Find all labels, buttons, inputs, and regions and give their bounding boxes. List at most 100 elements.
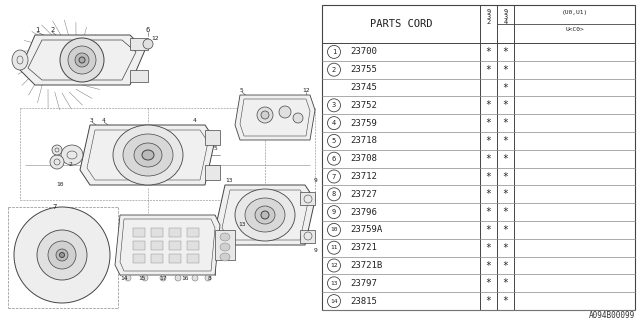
Text: *: * <box>502 47 508 57</box>
Text: *: * <box>502 207 508 217</box>
Text: 16: 16 <box>181 276 189 281</box>
Ellipse shape <box>235 189 295 241</box>
Text: 3: 3 <box>504 14 508 20</box>
Ellipse shape <box>205 275 211 281</box>
Text: 17: 17 <box>159 276 167 281</box>
Ellipse shape <box>56 249 68 261</box>
Ellipse shape <box>134 143 162 167</box>
Text: 2: 2 <box>332 67 336 73</box>
Text: 5: 5 <box>213 146 217 150</box>
Text: 12: 12 <box>151 36 159 41</box>
Ellipse shape <box>125 275 131 281</box>
Text: *: * <box>486 118 492 128</box>
Ellipse shape <box>48 241 76 269</box>
Bar <box>169 254 181 263</box>
Text: 6: 6 <box>146 27 150 33</box>
Circle shape <box>328 116 340 130</box>
Text: 23752: 23752 <box>350 101 377 110</box>
Text: 5: 5 <box>240 87 244 92</box>
Text: 23727: 23727 <box>350 190 377 199</box>
Text: *: * <box>502 154 508 164</box>
Ellipse shape <box>68 46 96 74</box>
Text: 8: 8 <box>208 276 212 281</box>
Text: *: * <box>486 189 492 199</box>
Text: 10: 10 <box>56 182 64 188</box>
Text: 13: 13 <box>225 178 232 182</box>
Text: 12: 12 <box>330 263 338 268</box>
Ellipse shape <box>293 113 303 123</box>
Circle shape <box>328 152 340 165</box>
Text: *: * <box>502 118 508 128</box>
Text: 7: 7 <box>53 204 57 210</box>
Polygon shape <box>130 70 148 82</box>
Polygon shape <box>205 165 220 180</box>
Bar <box>151 228 163 237</box>
Bar <box>151 241 163 250</box>
Text: *: * <box>486 172 492 181</box>
Text: 23721B: 23721B <box>350 261 382 270</box>
Bar <box>151 254 163 263</box>
Text: 14: 14 <box>120 276 127 281</box>
Text: 5: 5 <box>332 138 336 144</box>
Ellipse shape <box>60 252 65 258</box>
Bar <box>169 241 181 250</box>
Text: 4: 4 <box>504 19 508 25</box>
Polygon shape <box>300 230 315 243</box>
Text: *: * <box>502 243 508 253</box>
Ellipse shape <box>192 275 198 281</box>
Circle shape <box>328 63 340 76</box>
Text: 23796: 23796 <box>350 208 377 217</box>
Ellipse shape <box>123 134 173 176</box>
Text: 2: 2 <box>68 163 72 167</box>
Text: 2: 2 <box>486 19 491 25</box>
Ellipse shape <box>160 275 166 281</box>
Text: 23759: 23759 <box>350 119 377 128</box>
Text: 23745: 23745 <box>350 83 377 92</box>
Bar <box>133 241 145 250</box>
Polygon shape <box>215 185 315 245</box>
Text: 1: 1 <box>332 49 336 55</box>
Polygon shape <box>215 230 235 260</box>
Text: *: * <box>502 172 508 181</box>
Ellipse shape <box>220 253 230 261</box>
Bar <box>187 228 199 237</box>
Circle shape <box>328 45 340 58</box>
Ellipse shape <box>279 106 291 118</box>
Text: 3: 3 <box>90 117 93 123</box>
Ellipse shape <box>37 230 87 280</box>
Text: 6: 6 <box>332 156 336 162</box>
Ellipse shape <box>142 150 154 160</box>
Ellipse shape <box>257 107 273 123</box>
Text: 15: 15 <box>138 276 146 281</box>
Bar <box>169 228 181 237</box>
Ellipse shape <box>143 39 153 49</box>
Bar <box>322 5 635 310</box>
Text: 9: 9 <box>332 209 336 215</box>
Text: *: * <box>502 100 508 110</box>
Text: 2: 2 <box>50 27 54 33</box>
Circle shape <box>328 259 340 272</box>
Ellipse shape <box>60 38 104 82</box>
Text: 4: 4 <box>332 120 336 126</box>
Text: PARTS CORD: PARTS CORD <box>370 19 432 29</box>
Polygon shape <box>20 35 145 85</box>
Text: 9: 9 <box>313 178 317 182</box>
Text: 9: 9 <box>504 9 508 15</box>
Text: *: * <box>486 260 492 270</box>
Polygon shape <box>115 215 220 275</box>
Circle shape <box>328 241 340 254</box>
Circle shape <box>328 295 340 308</box>
Text: 1: 1 <box>35 27 39 33</box>
Text: *: * <box>486 278 492 288</box>
Circle shape <box>328 99 340 112</box>
Text: *: * <box>486 243 492 253</box>
Bar <box>187 254 199 263</box>
Text: *: * <box>502 296 508 306</box>
Text: 23755: 23755 <box>350 65 377 74</box>
Text: *: * <box>502 83 508 92</box>
Polygon shape <box>205 130 220 145</box>
Text: 23718: 23718 <box>350 136 377 145</box>
Text: A094B00099: A094B00099 <box>589 311 635 320</box>
Polygon shape <box>80 125 215 185</box>
Ellipse shape <box>220 243 230 251</box>
